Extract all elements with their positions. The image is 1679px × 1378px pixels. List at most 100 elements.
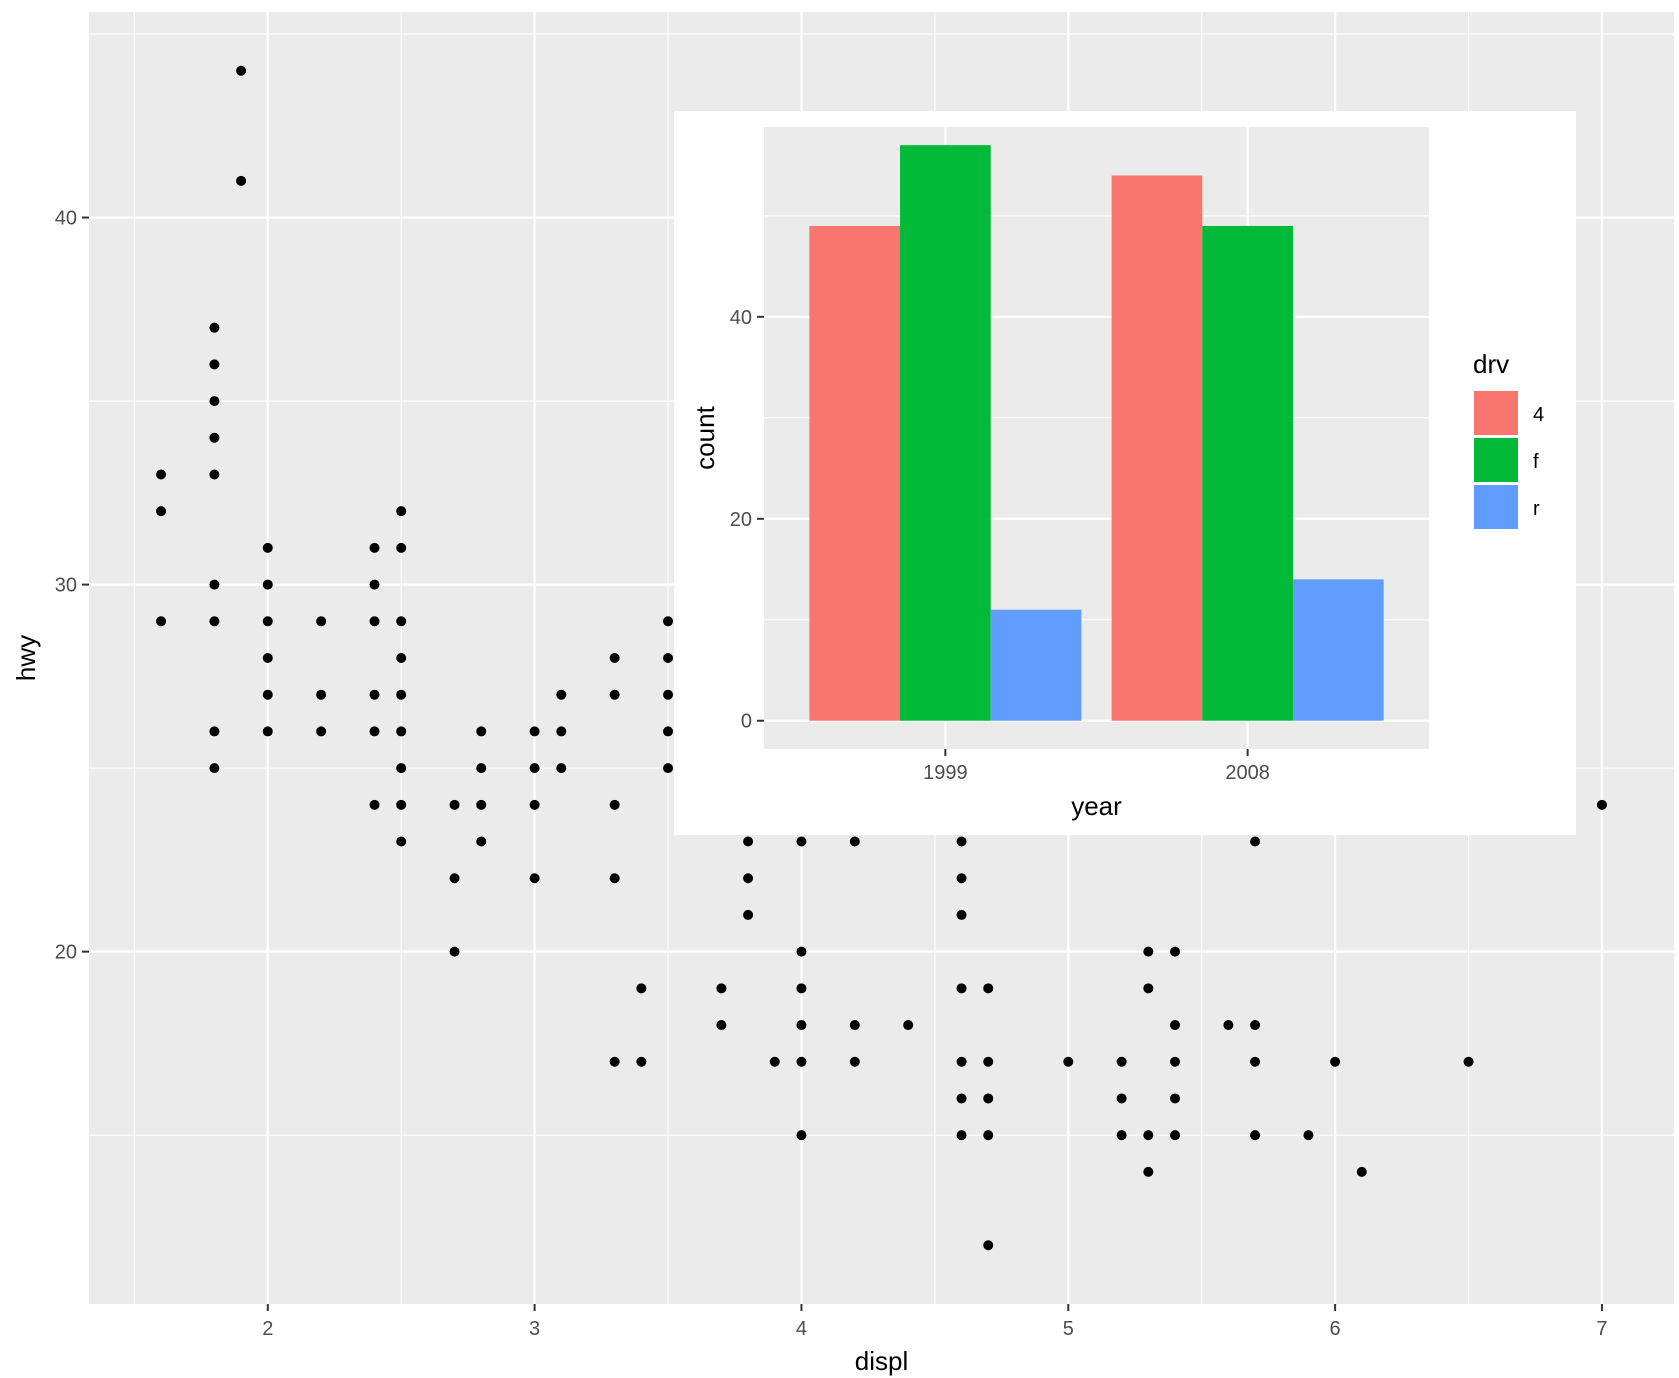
legend-label-4: 4: [1533, 404, 1544, 426]
scatter-point: [1143, 1130, 1154, 1141]
scatter-point: [796, 983, 807, 994]
scatter-point: [209, 616, 220, 627]
scatter-point: [983, 1130, 994, 1141]
scatter-point: [1223, 1020, 1234, 1031]
scatter-point: [796, 1130, 807, 1141]
legend-key-4: [1474, 391, 1518, 435]
scatter-point: [609, 1056, 620, 1067]
scatter-point: [1116, 1093, 1127, 1104]
scatter-point: [369, 689, 380, 700]
scatter-x-axis: 2 3 4 5 6 7: [262, 1304, 1608, 1340]
scatter-point: [209, 579, 220, 590]
scatter-point: [556, 726, 567, 737]
scatter-point: [156, 469, 167, 480]
scatter-point: [529, 873, 540, 884]
scatter-point: [209, 322, 220, 333]
legend-label-r: r: [1533, 498, 1540, 520]
scatter-point: [369, 726, 380, 737]
inset-y-tick-label: 0: [741, 711, 752, 733]
x-tick-label: 3: [529, 1318, 540, 1340]
scatter-point: [956, 873, 967, 884]
inset-y-axis-title: count: [690, 405, 720, 469]
x-tick-label: 4: [796, 1318, 807, 1340]
scatter-point: [209, 726, 220, 737]
scatter-point: [663, 616, 674, 627]
inset-y-tick-label: 40: [730, 307, 752, 329]
scatter-point: [956, 983, 967, 994]
legend: drv 4 f r: [1473, 349, 1544, 529]
scatter-point: [396, 799, 407, 810]
scatter-point: [369, 616, 380, 627]
scatter-point: [743, 873, 754, 884]
scatter-point: [849, 1020, 860, 1031]
scatter-point: [556, 689, 567, 700]
scatter-point: [609, 799, 620, 810]
scatter-point: [156, 616, 167, 627]
scatter-point: [636, 983, 647, 994]
inset-bars: [809, 145, 1384, 721]
scatter-point: [1250, 1020, 1261, 1031]
scatter-point: [209, 359, 220, 370]
inset-x-axis-title: year: [1071, 791, 1122, 821]
scatter-point: [1596, 799, 1607, 810]
y-tick-label: 20: [55, 942, 77, 964]
scatter-point: [209, 396, 220, 407]
legend-key-r: [1474, 485, 1518, 529]
scatter-point: [663, 763, 674, 774]
scatter-y-axis: 20 30 40: [55, 208, 89, 964]
scatter-point: [476, 763, 487, 774]
scatter-point: [262, 579, 273, 590]
inset-x-axis: 1999 2008: [923, 749, 1270, 784]
legend-key-f: [1474, 438, 1518, 482]
scatter-point: [1170, 1093, 1181, 1104]
scatter-point: [1303, 1130, 1314, 1141]
scatter-point: [609, 653, 620, 663]
scatter-point: [476, 836, 487, 847]
scatter-point: [449, 873, 460, 884]
scatter-point: [262, 726, 273, 737]
scatter-point: [449, 799, 460, 810]
scatter-point: [743, 909, 754, 920]
scatter-point: [236, 65, 247, 76]
scatter-point: [1250, 1130, 1261, 1141]
scatter-point: [796, 836, 807, 847]
scatter-point: [1170, 1056, 1181, 1067]
scatter-point: [156, 506, 167, 517]
scatter-point: [663, 726, 674, 737]
x-tick-label: 2: [262, 1318, 273, 1340]
scatter-point: [262, 542, 273, 553]
scatter-point: [956, 836, 967, 847]
scatter-point: [396, 726, 407, 737]
scatter-point: [209, 763, 220, 774]
scatter-y-axis-title: hwy: [11, 635, 41, 681]
scatter-point: [956, 1130, 967, 1141]
scatter-point: [556, 763, 567, 774]
scatter-point: [1063, 1056, 1074, 1067]
scatter-point: [903, 1020, 914, 1031]
scatter-point: [1143, 946, 1154, 957]
scatter-point: [716, 983, 727, 994]
scatter-point: [262, 616, 273, 627]
scatter-point: [316, 726, 327, 737]
scatter-point: [1463, 1056, 1474, 1067]
bar-1999-4: [809, 225, 901, 721]
scatter-point: [983, 1093, 994, 1104]
scatter-point: [396, 542, 407, 553]
scatter-point: [1250, 1056, 1261, 1067]
scatter-point: [236, 175, 247, 186]
x-tick-label: 7: [1596, 1318, 1607, 1340]
scatter-x-axis-title: displ: [855, 1346, 908, 1376]
scatter-point: [1170, 1130, 1181, 1141]
scatter-point: [1170, 1020, 1181, 1031]
scatter-point: [663, 653, 674, 663]
scatter-point: [316, 689, 327, 700]
scatter-point: [663, 689, 674, 700]
x-tick-label: 5: [1063, 1318, 1074, 1340]
scatter-point: [316, 616, 327, 627]
scatter-point: [849, 836, 860, 847]
scatter-point: [369, 542, 380, 553]
bar-2008-4: [1111, 175, 1203, 721]
scatter-point: [396, 616, 407, 627]
inset-y-axis: 0 20 40: [730, 307, 764, 733]
y-tick-label: 30: [55, 575, 77, 597]
